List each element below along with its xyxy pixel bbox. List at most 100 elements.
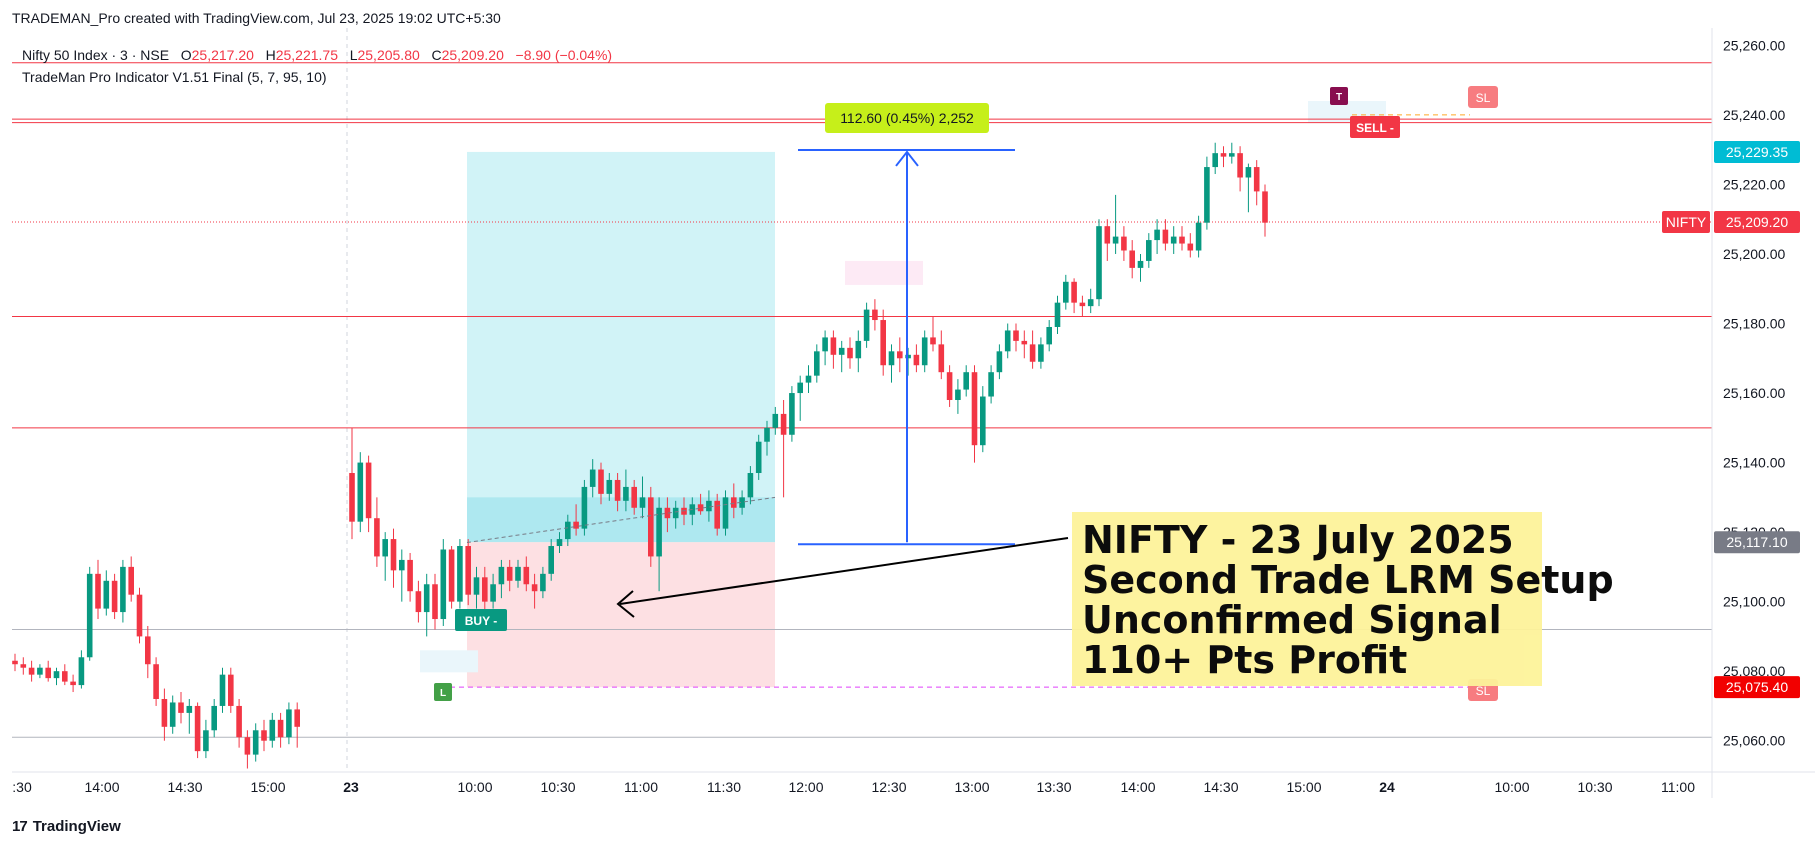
x-tick-label: 12:30 (871, 779, 906, 795)
entry-price-tag: 25,117.10 (1726, 534, 1787, 550)
candle-body (62, 671, 68, 682)
candle-body (111, 580, 118, 613)
candle-body (1229, 153, 1235, 157)
tradingview-footer[interactable]: 17 TradingView (12, 818, 121, 835)
annotation-arrowhead (616, 590, 635, 618)
last-price-tag: 25,209.20 (1726, 214, 1788, 230)
candle-body (722, 497, 729, 529)
change-value: −8.90 (−0.04%) (515, 47, 613, 63)
candle-body (1187, 243, 1194, 251)
measure-label-bg (825, 103, 989, 133)
annotation-line-4: 110+ Pts Profit (1082, 638, 1408, 682)
candle-body (1004, 330, 1011, 352)
candle-body (731, 497, 737, 508)
candle-body (1013, 330, 1019, 341)
candle-body (186, 705, 193, 713)
candle-body (1195, 222, 1202, 251)
ghost-label-bg (845, 260, 923, 285)
candle-body (128, 566, 134, 595)
candle-body (855, 340, 862, 359)
candle-body (382, 539, 388, 557)
y-tick-label: 25,220.00 (1723, 176, 1785, 192)
sell-signal-label: SELL - (1356, 121, 1394, 135)
x-tick-label: 14:30 (167, 779, 202, 795)
candle-body (764, 427, 770, 442)
candle-body (1179, 236, 1185, 244)
annotation-line-2: Second Trade LRM Setup (1082, 558, 1614, 602)
x-tick-label: 15:00 (1286, 779, 1321, 795)
candle-body (349, 473, 355, 522)
candle-body (178, 702, 184, 713)
y-tick-label: 25,160.00 (1723, 385, 1785, 401)
x-tick-label: 10:30 (540, 779, 575, 795)
overlays: 112.60 (0.45%) 2,252 BUY - SELL - T L SL SL (434, 86, 1498, 701)
low-value: 25,205.80 (357, 47, 420, 63)
candle-body (365, 462, 372, 519)
candle-body (872, 309, 878, 321)
candle-body (269, 719, 276, 741)
candle-body (565, 521, 571, 540)
candle-body (589, 469, 596, 487)
candle-body (780, 413, 787, 435)
candle-body (357, 462, 364, 522)
candle-body (261, 730, 267, 741)
candle-body (286, 709, 292, 738)
candle-body (432, 584, 438, 620)
candles (12, 142, 1268, 769)
candle-body (556, 539, 563, 547)
indicator-label[interactable]: TradeMan Pro Indicator V1.51 Final (5, 7… (22, 69, 327, 85)
candle-body (1096, 226, 1102, 300)
t-marker-bg (1330, 87, 1348, 105)
open-value: 25,217.20 (191, 47, 254, 63)
candle-body (219, 674, 226, 706)
ohlc-row: Nifty 50 Index · 3 · NSE O25,217.20 H25,… (22, 44, 612, 66)
x-tick-label: 11:00 (624, 779, 658, 795)
candle-body (103, 580, 110, 609)
candle-body (515, 566, 521, 581)
candle-body (697, 504, 704, 512)
annotation-line-1: NIFTY - 23 July 2025 (1082, 518, 1514, 562)
stop-zone (467, 542, 775, 688)
candle-body (1112, 236, 1119, 244)
candle-body (448, 549, 455, 602)
open-label: O (180, 47, 192, 63)
chart-byline: TRADEMAN_Pro created with TradingView.co… (12, 10, 501, 26)
annotation-arrow (619, 537, 1069, 605)
y-tick-label: 25,180.00 (1723, 316, 1785, 332)
symbol-label[interactable]: Nifty 50 Index · 3 · NSE (22, 47, 170, 63)
candle-body (145, 636, 151, 665)
candle-body (664, 507, 671, 519)
candle-body (1204, 167, 1210, 223)
candle-body (838, 347, 845, 355)
annotation-box: NIFTY - 23 July 2025 Second Trade LRM Se… (1072, 512, 1614, 686)
candle-body (797, 382, 803, 394)
y-tick-label: 25,100.00 (1723, 594, 1785, 610)
ghost-label-bg (420, 650, 478, 673)
x-tick-label: 12:00 (788, 779, 823, 795)
candle-body (78, 657, 85, 686)
candle-body (573, 521, 579, 529)
symbol-price-tag: NIFTY (1666, 214, 1707, 230)
candle-body (681, 507, 687, 515)
measure-arrowhead (895, 150, 919, 167)
candle-body (548, 546, 554, 574)
candle-body (955, 389, 961, 400)
candle-body (294, 709, 300, 727)
candle-body (169, 702, 176, 727)
close-value: 25,209.20 (441, 47, 504, 63)
candle-body (374, 518, 380, 557)
sell-signal-bg (1350, 116, 1400, 138)
candle-body (531, 584, 538, 592)
x-tick-label: :30 (12, 779, 32, 795)
symbol-price-tag-bg (1662, 210, 1710, 233)
candle-body (1079, 302, 1086, 307)
candle-body (457, 546, 463, 602)
l-marker-label: L (440, 688, 446, 699)
high-value: 25,221.75 (275, 47, 339, 63)
candle-body (28, 667, 35, 675)
candle-body (407, 559, 413, 592)
candle-body (1129, 250, 1135, 268)
candle-body (996, 351, 1003, 373)
candle-body (639, 497, 646, 508)
